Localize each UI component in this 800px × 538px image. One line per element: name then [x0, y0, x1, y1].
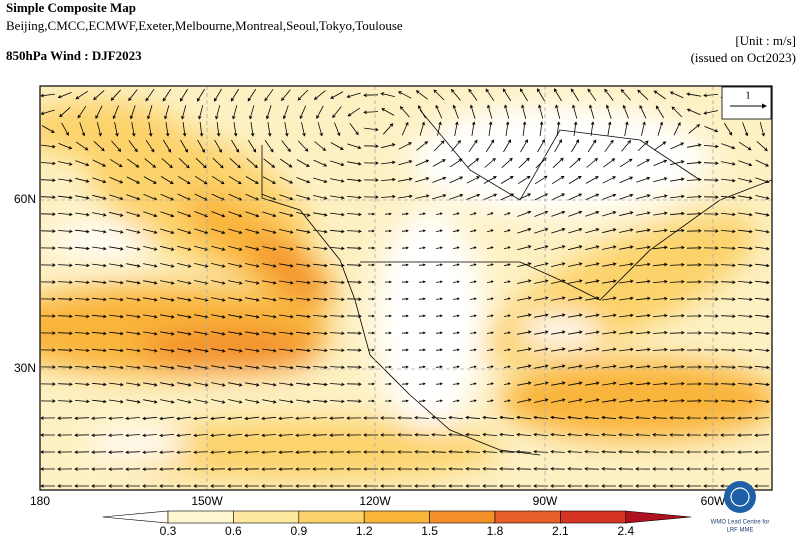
colorbar-tick-label: 1.8	[487, 524, 504, 538]
lon-label: 150W	[191, 494, 223, 508]
reference-label: 1	[745, 90, 751, 102]
lon-label: 180	[30, 494, 50, 508]
lat-label: 30N	[14, 361, 36, 375]
reference-box	[721, 86, 772, 120]
colorbar-box	[233, 510, 300, 524]
lon-label: 120W	[359, 494, 391, 508]
colorbar-tick-label: 1.2	[356, 524, 373, 538]
colorbar-box	[298, 510, 365, 524]
unit: [Unit : m/s]	[735, 33, 796, 48]
lat-label: 60N	[14, 192, 36, 206]
axis-labels: 180 150W 120W 90W 60W 60N 30N	[14, 192, 726, 508]
colorbar-tick-label: 1.5	[421, 524, 438, 538]
colorbar-tick-label: 0.3	[160, 524, 177, 538]
title: Simple Composite Map	[6, 0, 136, 15]
colorbar-box	[167, 510, 234, 524]
subtitle: 850hPa Wind : DJF2023	[6, 48, 142, 63]
colorbar-box	[560, 510, 627, 524]
logo: WMO Lead Centre for LRF MME	[711, 481, 770, 534]
colorbar-box	[494, 510, 561, 524]
colorbar-tick-label: 2.1	[552, 524, 569, 538]
issued: (issued on Oct2023)	[691, 50, 796, 65]
lon-label: 90W	[533, 494, 558, 508]
graticule	[40, 86, 772, 490]
colorbar-tick-label: 2.4	[617, 524, 634, 538]
colorbar-tick-label: 0.9	[290, 524, 307, 538]
logo-text: WMO Lead Centre for	[711, 520, 770, 526]
colorbar-box	[429, 510, 496, 524]
colorbar	[102, 510, 692, 524]
colorbar-tick-label: 0.6	[225, 524, 242, 538]
colorbar-box	[363, 510, 430, 524]
lon-label: 60W	[701, 494, 726, 508]
wind-vectors	[40, 88, 770, 488]
map-frame	[39, 85, 773, 491]
models: Beijing,CMCC,ECMWF,Exeter,Melbourne,Mont…	[6, 18, 403, 33]
map-field	[40, 86, 772, 490]
logo-text: LRF MME	[727, 528, 754, 534]
colorbar-end	[625, 510, 692, 524]
colorbar-end	[102, 510, 169, 524]
colorbar-labels: 0.3 0.6 0.9 1.2 1.5 1.8 2.1 2.4	[160, 524, 635, 538]
